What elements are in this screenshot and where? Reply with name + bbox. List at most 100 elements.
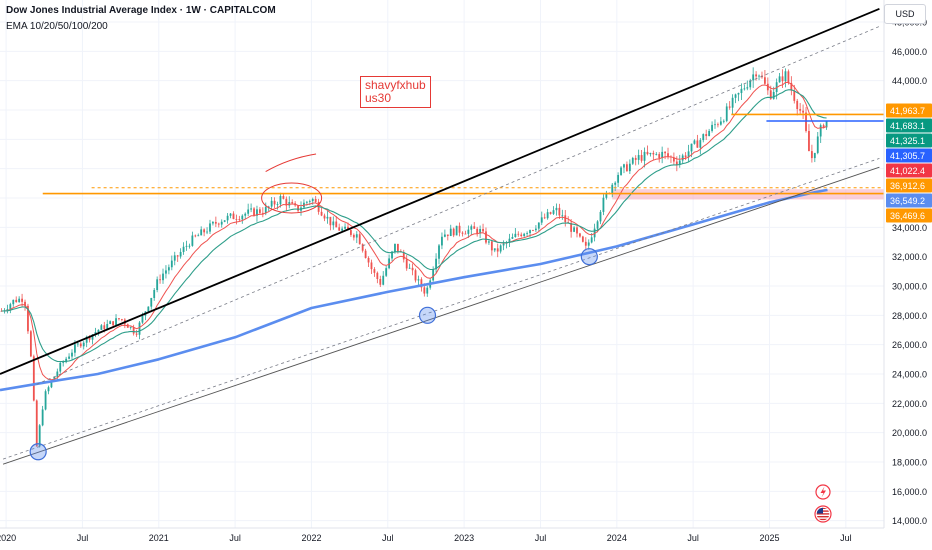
- candle-body: [599, 211, 602, 222]
- price-tick-label: 16,000.0: [892, 487, 927, 497]
- candle-body: [153, 289, 156, 298]
- candle-body: [141, 315, 144, 323]
- indicator-legend[interactable]: EMA 10/20/50/100/200: [6, 21, 108, 32]
- candle-body: [352, 234, 355, 238]
- candle-body: [112, 321, 115, 326]
- price-label-box: [886, 163, 932, 178]
- candle-body: [165, 270, 167, 274]
- candle-body: [819, 125, 822, 137]
- candle-body: [511, 237, 514, 239]
- us-flag-icon[interactable]: [814, 505, 832, 523]
- currency-button[interactable]: USD: [884, 4, 926, 24]
- candle-body: [684, 155, 687, 158]
- candle-body: [197, 235, 200, 237]
- candle-body: [270, 200, 273, 207]
- candle-body: [244, 213, 247, 216]
- candle-body: [170, 260, 173, 268]
- candle-body: [810, 151, 813, 159]
- price-label-text: 36,469.6: [890, 211, 925, 221]
- candle-body: [764, 77, 766, 84]
- lightning-icon[interactable]: [815, 484, 831, 500]
- time-tick-label: Jul: [229, 533, 241, 543]
- candle-body: [62, 362, 65, 363]
- candle-body: [552, 210, 555, 214]
- candle-body: [118, 318, 120, 320]
- time-tick-label: 2025: [759, 533, 779, 543]
- candle-body: [21, 298, 23, 302]
- candle-body: [664, 151, 666, 154]
- candle-body: [749, 80, 752, 88]
- candle-body: [167, 267, 170, 271]
- candle-body: [9, 304, 12, 310]
- candle-body: [496, 248, 499, 252]
- candle-body: [206, 231, 208, 233]
- candle-body: [74, 344, 76, 353]
- low-marker-circle: [580, 248, 598, 266]
- candle-body: [405, 259, 408, 269]
- candle-body: [485, 231, 487, 243]
- candle-body: [672, 157, 675, 162]
- candle-body: [537, 222, 540, 229]
- price-label-text: 41,325.1: [890, 136, 925, 146]
- candle-body: [470, 226, 473, 230]
- candle-body: [675, 161, 678, 165]
- note-line-2: us30: [365, 91, 392, 105]
- candle-body: [238, 219, 241, 220]
- candle-body: [546, 212, 549, 219]
- time-axis[interactable]: 2020 Jul 2021 Jul 2022 Jul 2023 Jul 2024 Jul 2025 J…: [0, 533, 852, 543]
- candle-body: [555, 207, 558, 211]
- candle-body: [159, 279, 161, 281]
- candle-body: [188, 245, 191, 247]
- ema-200-line: [0, 188, 828, 392]
- candle-body: [579, 233, 581, 237]
- price-tick-label: 28,000.0: [892, 311, 927, 321]
- candle-body: [220, 221, 223, 225]
- candle-body: [446, 234, 449, 237]
- candle-body: [605, 193, 608, 198]
- note-line-1: shavyfxhub: [365, 78, 426, 92]
- price-label-text: 41,963.7: [890, 106, 925, 116]
- candle-body: [476, 228, 479, 234]
- candle-body: [620, 167, 622, 175]
- side-icons[interactable]: [814, 484, 832, 523]
- time-tick-label: 2024: [607, 533, 627, 543]
- candle-body: [717, 124, 719, 126]
- candle-body: [488, 241, 490, 243]
- candle-body: [147, 306, 150, 312]
- candle-body: [308, 201, 311, 202]
- candle-body: [802, 110, 804, 113]
- overlay-drawings: [0, 7, 884, 465]
- candle-body: [534, 228, 537, 231]
- candle-body: [772, 92, 775, 99]
- candle-body: [256, 209, 258, 216]
- candle-body: [103, 325, 106, 330]
- candle-body: [584, 241, 587, 246]
- candle-body: [24, 301, 26, 306]
- candle-body: [253, 208, 255, 216]
- low-marker-circle: [418, 306, 437, 324]
- price-label-text: 36,912.6: [890, 181, 925, 191]
- price-axis[interactable]: 14,000.0 16,000.0 18,000.0 20,000.0 22,000.0…: [892, 18, 927, 527]
- candle-body: [667, 153, 669, 157]
- candle-body: [338, 227, 341, 231]
- candle-body: [549, 212, 552, 214]
- candle-body: [816, 136, 819, 153]
- candle-body: [129, 327, 132, 328]
- candle-body: [628, 163, 631, 172]
- candle-body: [752, 74, 755, 81]
- candle-body: [517, 233, 520, 235]
- price-label-box: [886, 118, 932, 133]
- candle-body: [297, 205, 299, 211]
- candle-body: [364, 250, 367, 258]
- candle-body: [388, 258, 391, 269]
- candle-body: [291, 202, 294, 204]
- price-tick-label: 34,000.0: [892, 223, 927, 233]
- candle-body: [115, 318, 117, 326]
- candle-body: [426, 287, 429, 294]
- price-label-box: [886, 193, 932, 208]
- candle-body: [722, 120, 725, 122]
- candle-body: [35, 400, 38, 447]
- candle-body: [473, 226, 476, 229]
- top-highlight-scribble: [265, 153, 317, 173]
